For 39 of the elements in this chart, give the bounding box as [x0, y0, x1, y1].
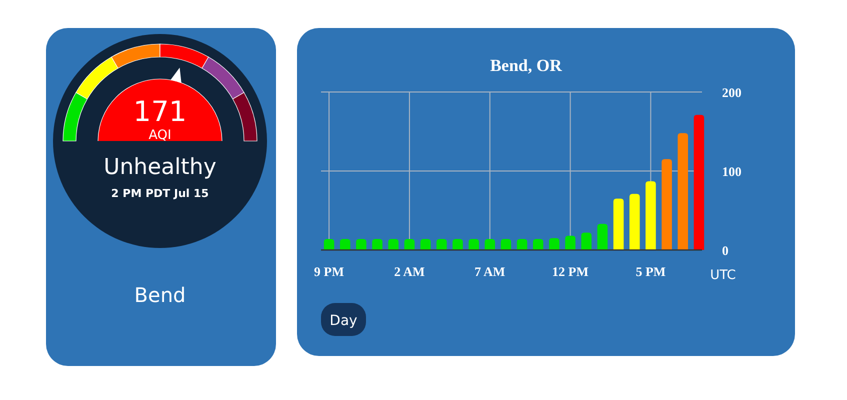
bar	[340, 238, 350, 250]
x-tick-label: 12 PM	[552, 264, 589, 279]
bar	[500, 238, 512, 250]
y-tick-label: 100	[722, 164, 742, 179]
bar	[565, 236, 576, 250]
bar	[532, 238, 544, 250]
text: AQI	[148, 128, 172, 143]
y-tick-label: 0	[722, 243, 728, 258]
x-tick-label: 2 AM	[394, 264, 425, 279]
x-tick-label: 5 PM	[636, 264, 666, 279]
bar	[452, 238, 463, 250]
text: 171	[133, 95, 187, 128]
y-tick-label: 200	[722, 85, 742, 100]
bar	[549, 238, 560, 250]
bar	[646, 181, 656, 250]
bar	[468, 238, 479, 250]
bar	[629, 194, 640, 250]
bar	[420, 238, 431, 250]
bar	[324, 238, 334, 250]
bar	[581, 232, 592, 250]
text: 2 PM PDT Jul 15	[111, 187, 209, 200]
chart-title: Bend, OR	[490, 56, 563, 75]
bar	[404, 238, 415, 250]
bar	[436, 238, 447, 250]
x-tick-label: 9 PM	[314, 264, 344, 279]
bar	[597, 224, 608, 250]
text: Bend	[134, 283, 186, 307]
bar	[484, 238, 496, 250]
x-tick-label: 7 AM	[474, 264, 506, 279]
bar	[516, 238, 528, 250]
bar	[678, 133, 688, 250]
bar	[613, 198, 624, 250]
bar	[662, 159, 672, 250]
x-axis-title: UTC	[710, 268, 736, 283]
bar	[356, 238, 366, 250]
text: Unhealthy	[104, 155, 216, 180]
bar	[388, 238, 399, 250]
bar	[694, 114, 704, 250]
bar	[372, 238, 382, 250]
